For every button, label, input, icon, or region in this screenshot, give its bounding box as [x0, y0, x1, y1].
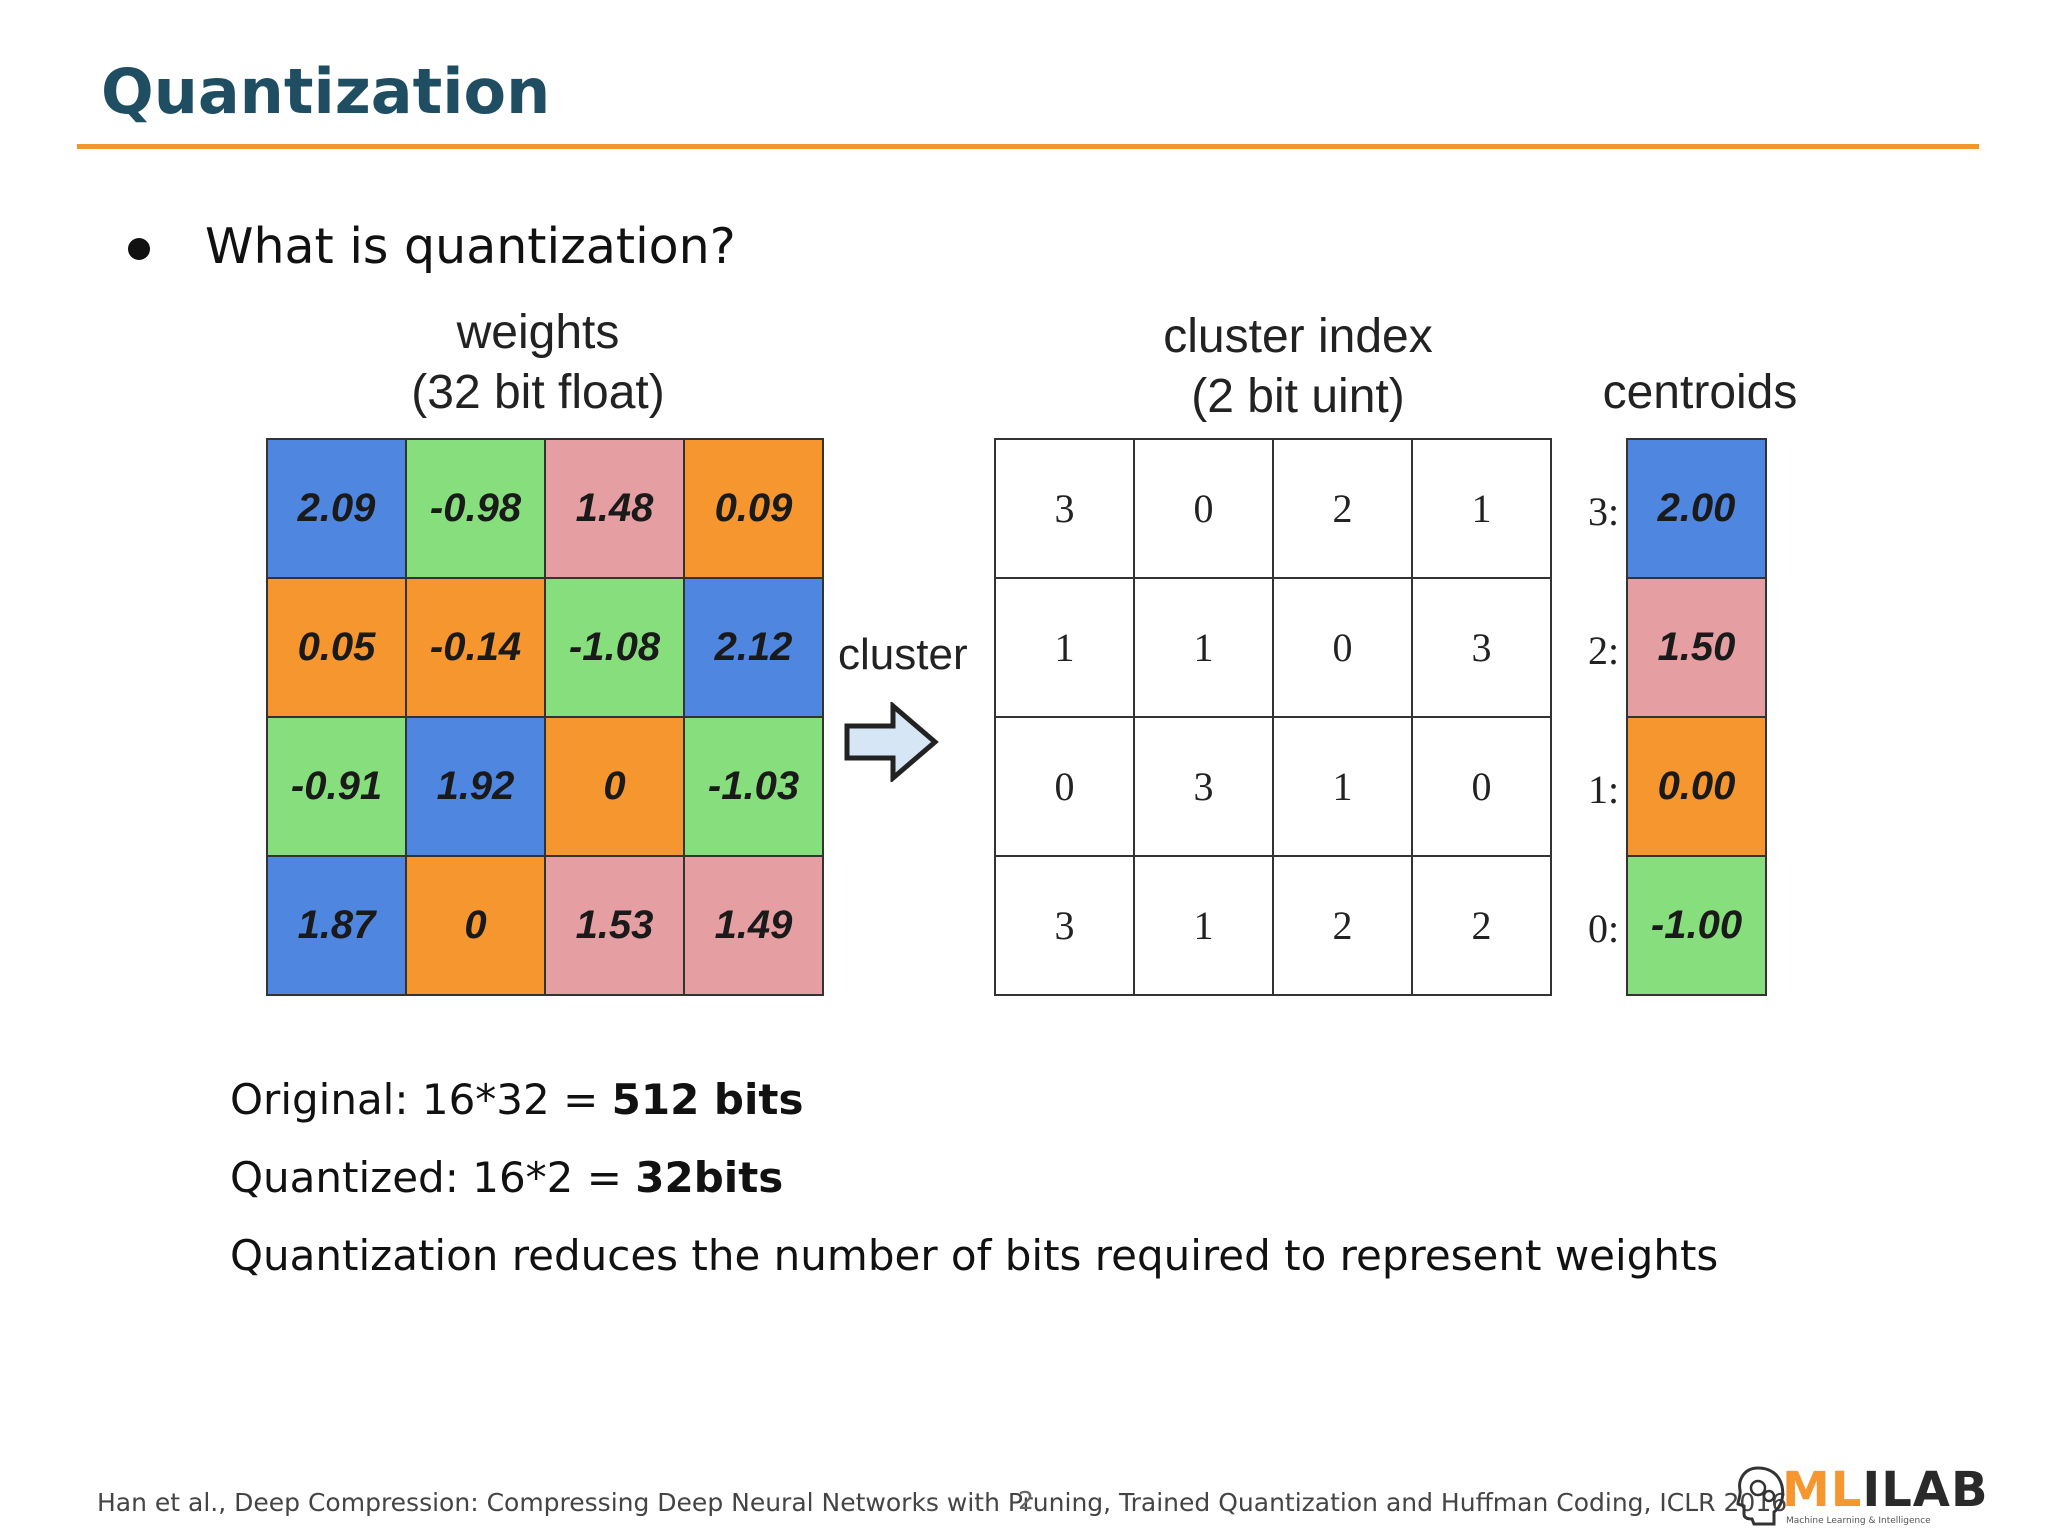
weights-header-line1: weights — [456, 306, 620, 359]
logo-subtitle: Machine Learning & Intelligence — [1786, 1516, 1931, 1526]
quantized-bits-line: Quantized: 16*2 = 32bits — [230, 1150, 783, 1206]
centroids-header: centroids — [1602, 366, 1798, 419]
index-cell: 1 — [1274, 718, 1411, 855]
weight-cell: 1.49 — [685, 857, 822, 994]
mlilab-logo: MLILAB Machine Learning & Intelligence — [1736, 1462, 1989, 1530]
centroid-label-2: 2: — [1588, 628, 1620, 673]
weight-cell: 0 — [546, 718, 683, 855]
weight-cell: 0 — [407, 857, 544, 994]
summary-line: Quantization reduces the number of bits … — [230, 1231, 1719, 1280]
centroids-column: 2.00 1.50 0.00 -1.00 — [1626, 438, 1767, 996]
quantized-label: Quantized: 16*2 = — [230, 1153, 636, 1202]
index-cell: 3 — [996, 440, 1133, 577]
index-cell: 2 — [1413, 857, 1550, 994]
centroid-value: 1.50 — [1628, 579, 1765, 716]
weight-cell: -1.03 — [685, 718, 822, 855]
original-label: Original: 16*32 = — [230, 1075, 612, 1124]
centroid-value: -1.00 — [1628, 857, 1765, 994]
cluster-label: cluster — [838, 630, 968, 679]
weight-cell: 1.48 — [546, 440, 683, 577]
logo-text-lab: LAB — [1881, 1462, 1989, 1518]
quantized-value: 32bits — [635, 1153, 784, 1202]
centroid-label-1: 1: — [1588, 767, 1620, 812]
original-bits-line: Original: 16*32 = 512 bits — [230, 1072, 803, 1128]
weight-cell: -0.14 — [407, 579, 544, 716]
weight-cell: -1.08 — [546, 579, 683, 716]
head-gears-icon — [1736, 1466, 1785, 1526]
index-cell: 3 — [1135, 718, 1272, 855]
citation: Han et al., Deep Compression: Compressin… — [97, 1488, 1788, 1517]
weight-cell: 2.12 — [685, 579, 822, 716]
slide-title: Quantization — [101, 55, 551, 128]
index-cell: 1 — [1413, 440, 1550, 577]
bullet-dot-icon — [128, 238, 150, 260]
right-arrow-icon — [844, 702, 939, 782]
bullet-text: What is quantization? — [205, 218, 736, 275]
weight-cell: 1.92 — [407, 718, 544, 855]
index-cell: 0 — [996, 718, 1133, 855]
index-cell: 3 — [1413, 579, 1550, 716]
centroid-label-0: 0: — [1588, 906, 1620, 951]
centroid-value: 0.00 — [1628, 718, 1765, 855]
weight-cell: 2.09 — [268, 440, 405, 577]
weight-cell: -0.91 — [268, 718, 405, 855]
index-cell: 0 — [1274, 579, 1411, 716]
weights-header-line2: (32 bit float) — [411, 366, 665, 419]
index-cell: 1 — [1135, 857, 1272, 994]
weight-cell: 0.05 — [268, 579, 405, 716]
weight-cell: 1.53 — [546, 857, 683, 994]
index-cell: 0 — [1135, 440, 1272, 577]
index-cell: 2 — [1274, 440, 1411, 577]
index-cell: 1 — [1135, 579, 1272, 716]
weight-cell: -0.98 — [407, 440, 544, 577]
weight-cell: 0.09 — [685, 440, 822, 577]
weights-matrix: 2.09 -0.98 1.48 0.09 0.05 -0.14 -1.08 2.12 -0.91… — [266, 438, 824, 996]
centroid-label-3: 3: — [1588, 489, 1620, 534]
page-number: 2 — [1018, 1486, 1034, 1515]
weight-cell: 1.87 — [268, 857, 405, 994]
original-value: 512 bits — [611, 1075, 804, 1124]
index-header-line1: cluster index — [1163, 310, 1433, 363]
title-divider — [77, 144, 1979, 149]
centroid-value: 2.00 — [1628, 440, 1765, 577]
index-cell: 3 — [996, 857, 1133, 994]
index-header-line2: (2 bit uint) — [1191, 370, 1405, 423]
logo-wordmark: MLILAB — [1782, 1462, 1989, 1518]
logo-text-ml: ML — [1782, 1462, 1863, 1518]
logo-text-i: I — [1862, 1462, 1882, 1518]
index-cell: 2 — [1274, 857, 1411, 994]
index-cell: 1 — [996, 579, 1133, 716]
index-cell: 0 — [1413, 718, 1550, 855]
